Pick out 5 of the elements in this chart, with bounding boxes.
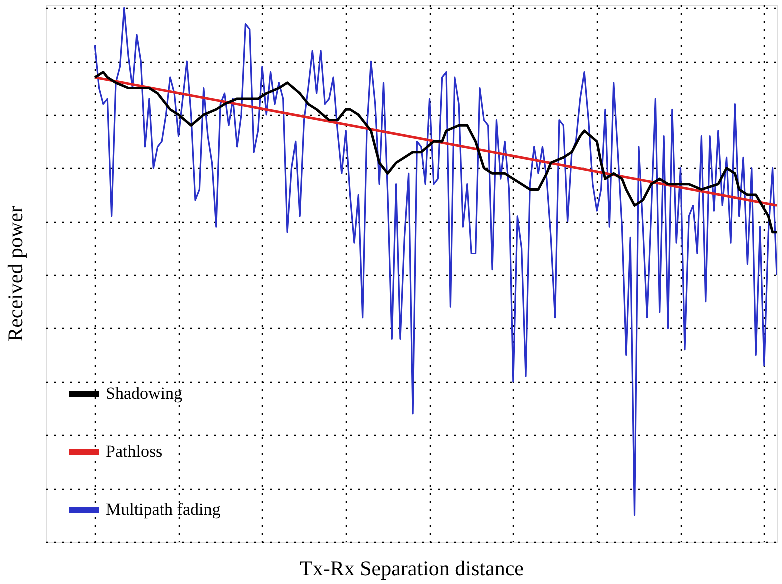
x-axis-title: Tx-Rx Separation distance (300, 556, 524, 580)
y-axis-title: Received power (4, 206, 28, 342)
legend-label: Pathloss (106, 442, 163, 461)
legend-label: Shadowing (106, 384, 183, 403)
legend-label: Multipath fading (106, 500, 222, 519)
